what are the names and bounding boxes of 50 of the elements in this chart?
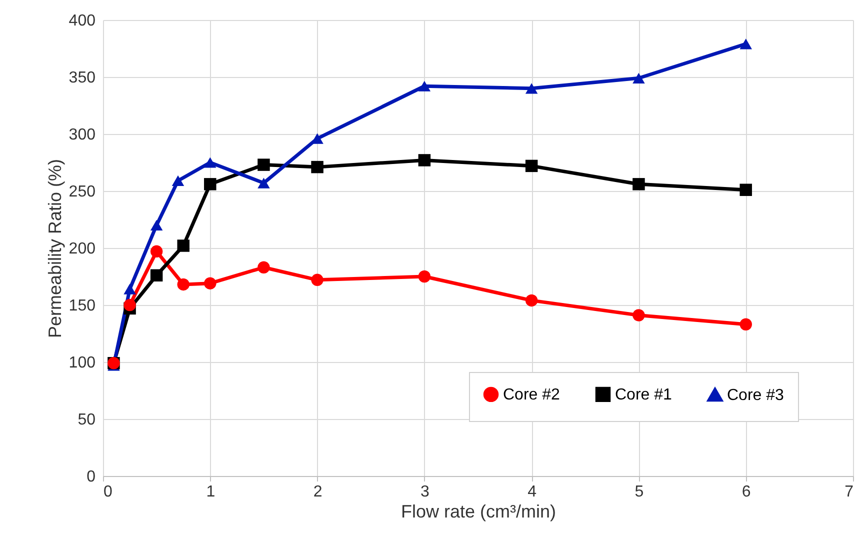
point [124,284,136,294]
point [632,72,645,84]
point [124,298,136,312]
point [525,294,538,307]
legend-label: Core #3 [727,386,784,404]
y-axis-title: Permeability Ratio (%) [44,158,65,338]
x-tick-label: 6 [742,484,751,500]
point [204,157,216,168]
point [418,80,431,92]
point [177,278,190,291]
y-tick-label: 50 [78,412,96,428]
point [525,83,538,94]
y-tick-label: 200 [68,240,96,258]
x-tick-label: 2 [313,484,322,500]
x-tick-label: 3 [420,484,430,500]
point [418,270,431,283]
point [204,178,216,190]
point [258,158,270,171]
x-tick-label: 4 [528,484,537,500]
point [258,261,270,274]
y-tick-label: 150 [68,298,96,314]
y-tick-label: 0 [86,468,96,486]
point [150,245,163,258]
point [740,38,752,50]
x-axis-title: Flow rate (cm³/min) [400,502,556,522]
x-tick-label: 5 [634,484,644,500]
x-tick-label: 0 [104,484,112,500]
point [740,184,752,196]
point [204,277,216,290]
point [525,160,538,172]
y-tick-label: 350 [68,70,96,86]
point [311,160,324,174]
point [632,309,645,322]
point [172,175,184,186]
legend-label: Core #1 [615,386,672,404]
point [740,318,752,330]
point [177,240,190,252]
point [418,154,431,166]
point [632,178,645,190]
y-tick-label: 100 [68,354,96,372]
legend-label: Core #2 [503,386,560,404]
x-tick-label: 1 [206,484,216,500]
y-tick-label: 400 [68,12,96,30]
point [311,274,324,286]
y-tick-label: 250 [68,184,96,200]
x-tick-label: 7 [844,484,854,500]
point [150,269,163,282]
point [150,220,163,231]
point [258,178,270,188]
y-tick-label: 300 [68,126,96,144]
